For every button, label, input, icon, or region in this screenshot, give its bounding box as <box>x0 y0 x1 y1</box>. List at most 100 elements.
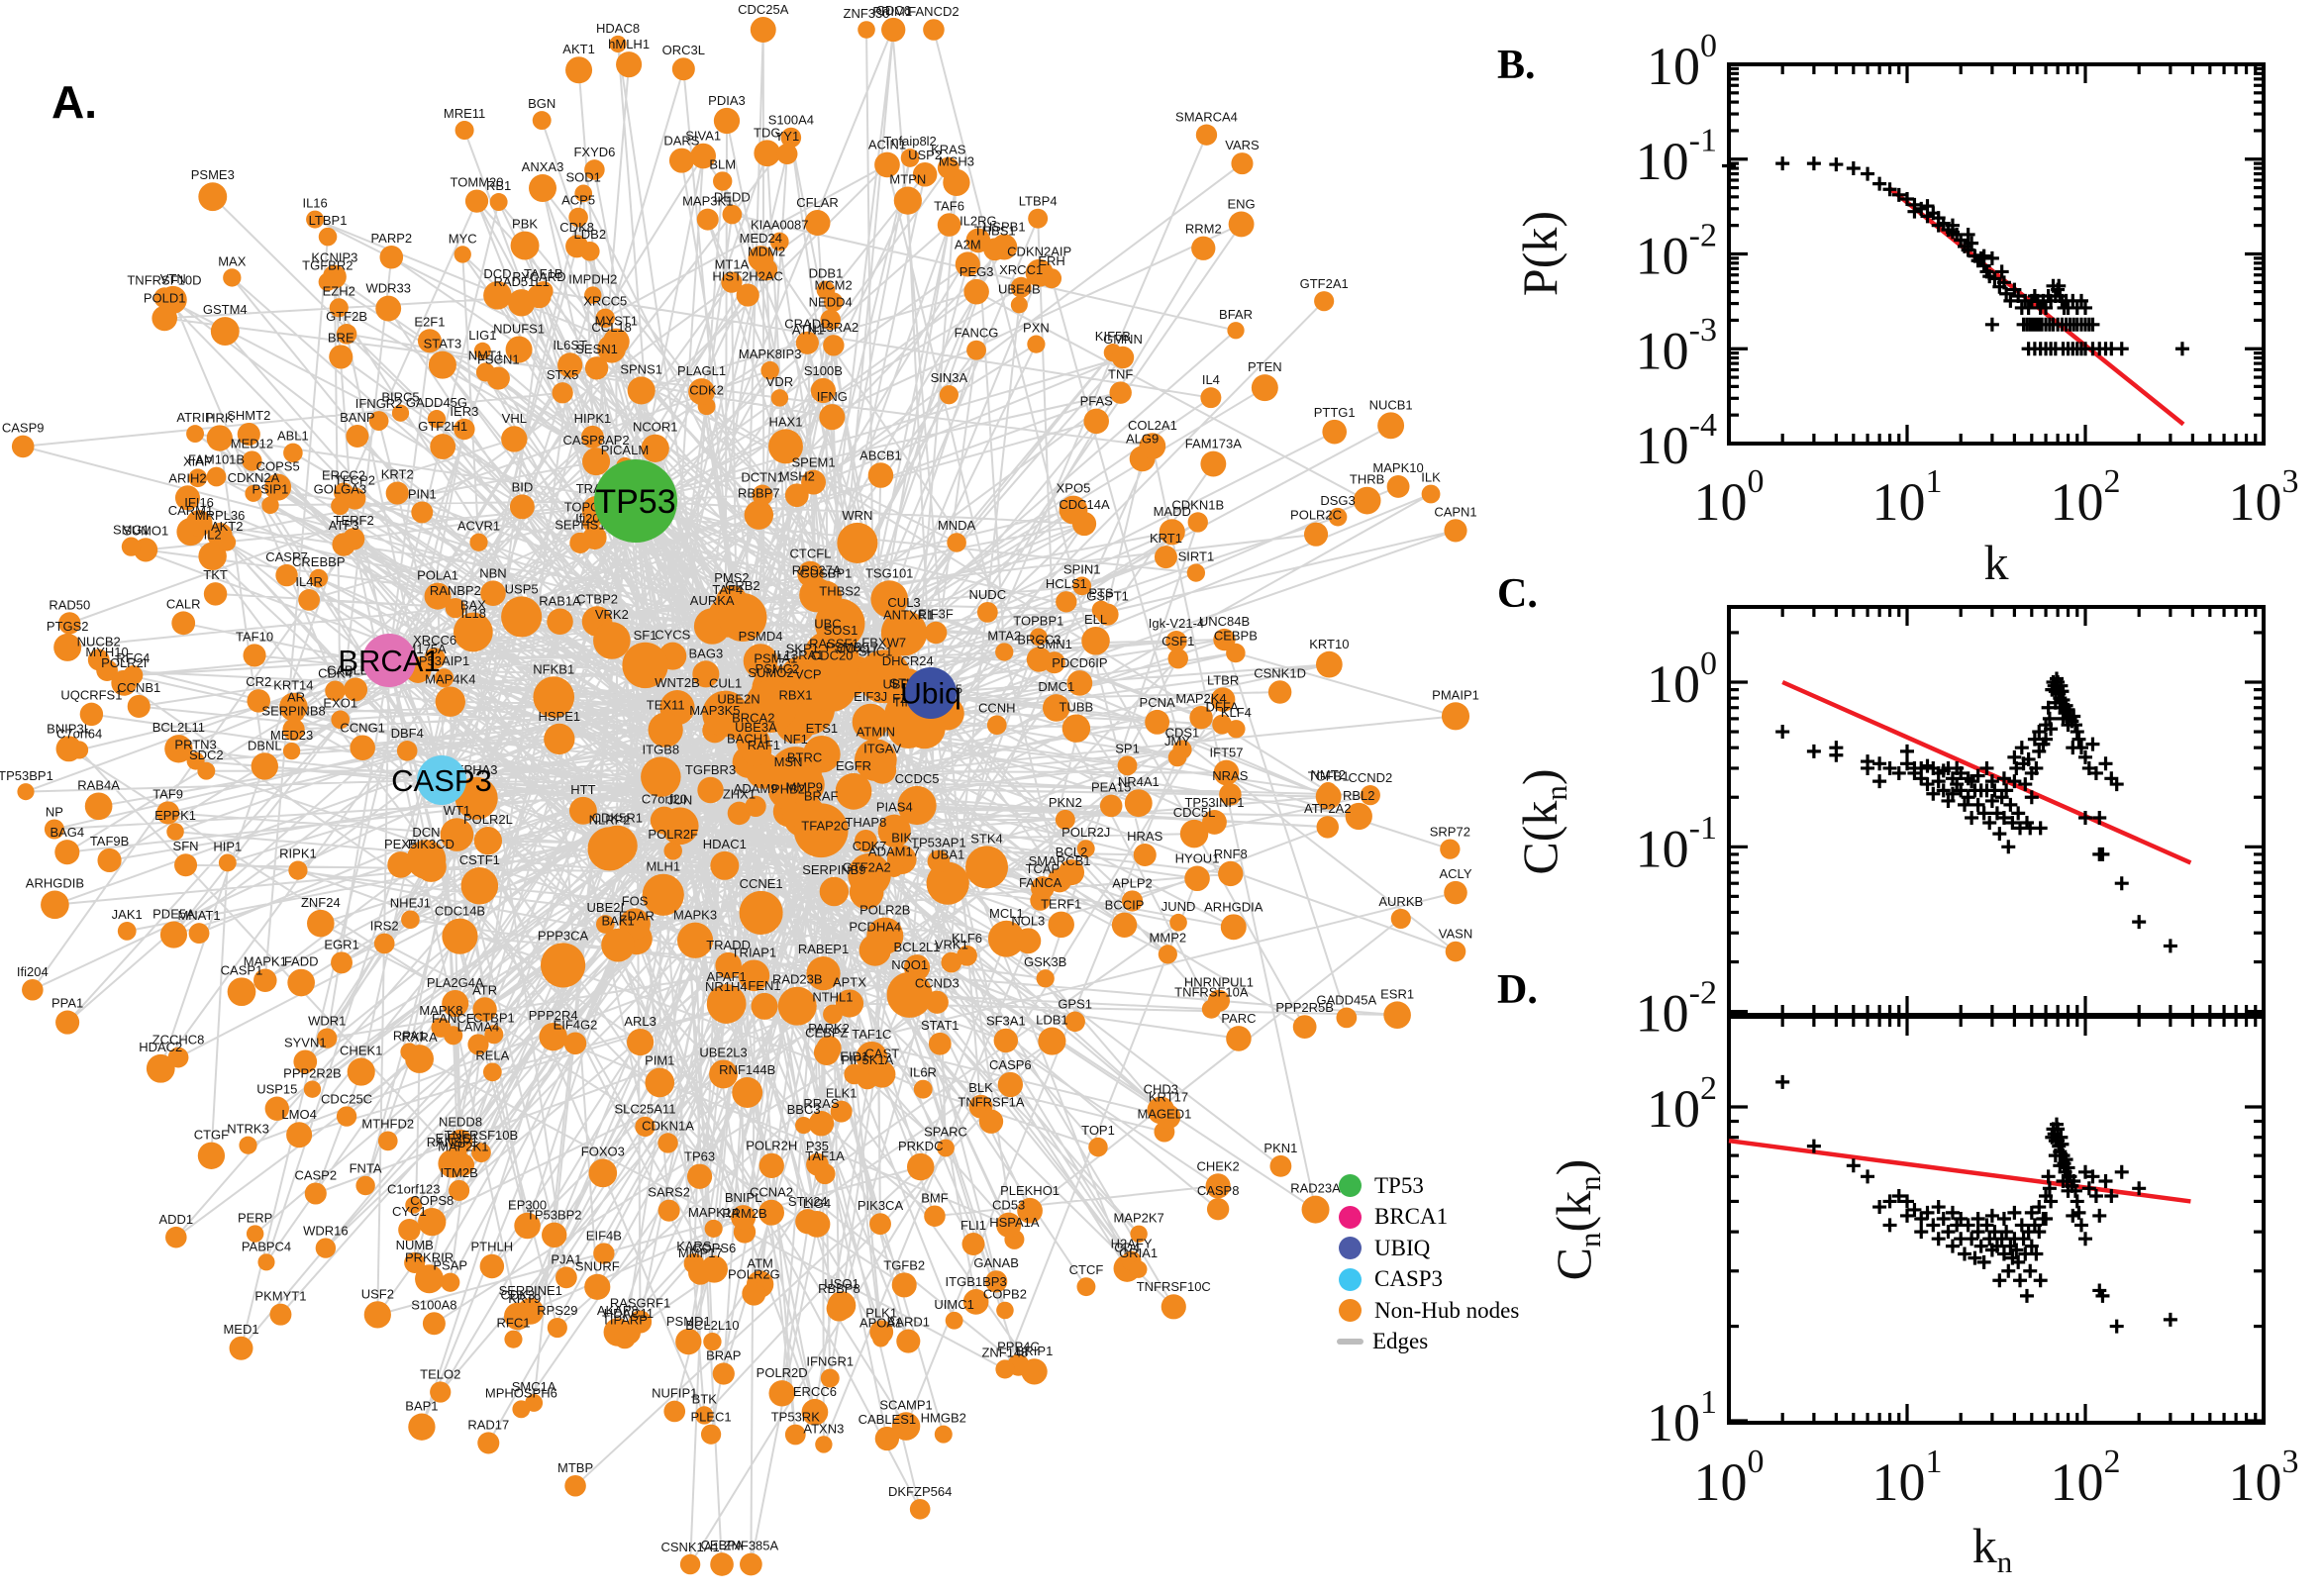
network-node <box>1212 714 1233 735</box>
network-node <box>1390 908 1411 929</box>
network-node <box>484 1025 504 1045</box>
network-node <box>329 345 354 369</box>
network-node <box>1028 208 1049 229</box>
network-node <box>696 208 719 231</box>
network-node-label: KARS <box>676 1239 712 1253</box>
network-node <box>325 680 346 702</box>
legend-item-edges: Edges <box>1337 1327 1519 1358</box>
network-node <box>401 910 420 930</box>
network-node-label: NHEJ1 <box>390 895 431 910</box>
plot-panel-C: 100 10-1 10-2 C(kn) <box>1512 605 2266 1044</box>
legend-label: UBIQ <box>1374 1235 1431 1260</box>
network-node <box>454 776 498 820</box>
network-node <box>218 533 237 551</box>
network-node <box>1200 387 1222 409</box>
network-node <box>688 1260 713 1285</box>
network-node <box>449 1179 470 1201</box>
network-node <box>188 923 210 945</box>
svg-text:102: 102 <box>1647 1070 1717 1139</box>
network-node-label: MSH3 <box>939 154 974 169</box>
network-node <box>544 723 575 755</box>
network-node <box>166 823 184 841</box>
network-node <box>642 873 684 916</box>
network-node <box>713 171 733 191</box>
network-node <box>891 1412 921 1441</box>
network-node-label: ZNF24 <box>301 895 341 910</box>
network-node <box>185 510 213 537</box>
network-node <box>955 251 980 277</box>
network-node <box>1158 945 1177 964</box>
network-node <box>424 582 452 610</box>
network-node <box>1440 839 1461 859</box>
network-node <box>1071 511 1097 537</box>
network-node <box>229 1336 253 1360</box>
network-node <box>1010 296 1028 314</box>
network-node <box>454 418 475 441</box>
network-node <box>264 1096 289 1121</box>
network-node-label: CDK8 <box>559 220 594 235</box>
network-node <box>593 1243 615 1264</box>
network-node <box>1133 843 1157 867</box>
network-node <box>806 1152 829 1176</box>
network-node-label: CCND3 <box>915 976 960 991</box>
network-node <box>282 742 301 760</box>
network-node <box>819 404 846 431</box>
network-node <box>1219 783 1242 806</box>
svg-text:C(kn): C(kn) <box>1512 768 1573 874</box>
network-node <box>247 689 271 713</box>
network-node <box>703 1332 722 1351</box>
network-node <box>1316 816 1339 839</box>
network-node-label: GTF2H1 <box>418 419 467 434</box>
network-node-label: CCNE1 <box>740 876 783 891</box>
network-node-label: GPS1 <box>1058 997 1092 1012</box>
network-node <box>886 971 933 1018</box>
network-node <box>186 751 205 770</box>
network-node <box>957 945 977 966</box>
network-node <box>1096 603 1119 626</box>
network-node <box>483 281 512 310</box>
network-node <box>939 385 959 405</box>
network-node <box>1048 911 1074 939</box>
network-node <box>1064 1011 1085 1033</box>
node-swatch-icon <box>1339 1174 1362 1198</box>
network-node <box>820 1368 840 1388</box>
network-node <box>1161 1294 1186 1320</box>
network-node <box>298 589 320 611</box>
network-node <box>1353 486 1381 515</box>
network-node <box>1201 999 1221 1019</box>
network-node <box>510 231 540 260</box>
network-node-label: RBBP8 <box>818 1281 860 1296</box>
network-node <box>808 1111 835 1137</box>
network-node <box>405 1196 423 1214</box>
network-node <box>1267 680 1292 704</box>
network-node-label: ERCC2 <box>322 468 365 483</box>
network-node <box>849 874 884 910</box>
network-node-label: CDC6 <box>876 3 911 18</box>
network-node <box>434 668 454 688</box>
network-node <box>557 352 583 378</box>
network-node <box>732 1077 763 1108</box>
network-node <box>479 1253 505 1279</box>
network-node <box>743 644 778 678</box>
panel-b-label: B. <box>1497 43 1536 88</box>
network-node <box>1189 706 1213 730</box>
network-node <box>676 922 714 958</box>
network-node <box>121 537 142 556</box>
network-node <box>671 57 695 81</box>
network-node-label: S100A8 <box>411 1297 456 1312</box>
network-node-label: APTX <box>833 974 866 989</box>
network-node <box>55 1010 80 1035</box>
network-node <box>239 1136 257 1154</box>
network-node <box>405 1045 434 1073</box>
network-node-label: CCNH <box>978 700 1016 715</box>
network-node <box>411 501 434 524</box>
network-node <box>601 928 636 962</box>
network-node <box>751 992 778 1020</box>
network-node <box>697 776 724 804</box>
network-node <box>769 232 789 251</box>
network-node <box>815 1436 833 1453</box>
svg-text:100: 100 <box>1694 463 1765 532</box>
network-node <box>1315 783 1342 810</box>
network-node <box>1345 802 1372 831</box>
network-node <box>1445 941 1466 962</box>
